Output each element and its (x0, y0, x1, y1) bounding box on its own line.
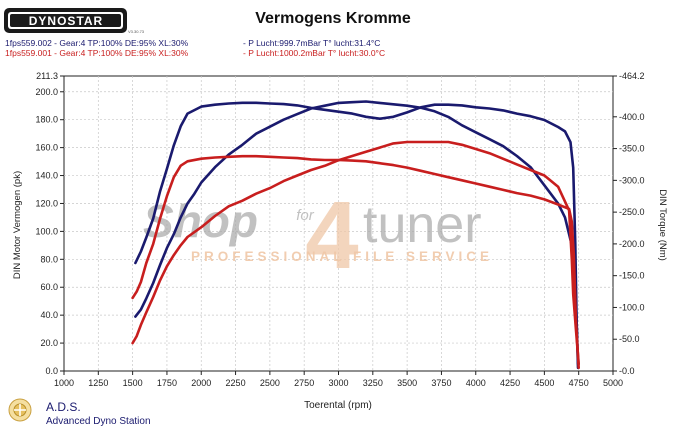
series-line-3-left (131, 140, 581, 366)
chart-title: Vermogens Kromme (255, 10, 411, 27)
series-line-4-right (131, 154, 581, 370)
x-tick-label: 4500 (534, 378, 554, 388)
y-left-tick-label: 60.0 (40, 282, 58, 292)
series-line-1-left (134, 100, 580, 366)
y-right-tick-label: -0.0 (619, 366, 635, 376)
y-left-tick-label: 211.3 (36, 71, 58, 81)
footer-company: A.D.S. (46, 400, 81, 414)
plot-area: 4 Shop for tuner PROFESSIONAL FILE SERVI… (63, 75, 614, 372)
ads-logo-icon (8, 398, 32, 422)
x-tick-label: 3750 (431, 378, 451, 388)
y-axis-left-ticks: 211.3 200.0 180.0 160.0 140.0 120.0 100.0 80.0 6… (35, 71, 64, 376)
y-left-tick-label: 180.0 (35, 115, 58, 125)
y-right-tick-label: -250.0 (619, 207, 645, 217)
x-tick-label: 1750 (157, 378, 177, 388)
shop4tuner-watermark: 4 Shop for tuner PROFESSIONAL FILE SERVI… (143, 182, 493, 289)
x-tick-label: 3250 (363, 378, 383, 388)
x-tick-label: 2500 (260, 378, 280, 388)
x-axis-ticks: 1000 1250 1500 1750 2000 2250 2500 2750 3000 3250… (54, 371, 623, 388)
y-right-tick-label: -464.2 (619, 71, 645, 81)
y-axis-left-label: DIN Motor Vermogen (pk) (12, 171, 23, 279)
y-right-tick-label: -150.0 (619, 271, 645, 281)
y-left-tick-label: 100.0 (35, 226, 58, 236)
run-2-label: 1fps559.001 - Gear:4 TP:100% DE:95% XL:3… (5, 48, 189, 58)
ads-footer: A.D.S. Advanced Dyno Station (8, 398, 151, 427)
x-tick-label: 3500 (397, 378, 417, 388)
y-axis-right-ticks: -464.2 -400.0 -350.0 -300.0 -250.0 -200.0 -150… (613, 71, 645, 376)
x-tick-label: 3000 (328, 378, 348, 388)
y-left-tick-label: 200.0 (35, 87, 58, 97)
x-tick-label: 1250 (88, 378, 108, 388)
watermark-tagline: PROFESSIONAL FILE SERVICE (191, 249, 493, 264)
logo-suffix: V3.30.73 (128, 29, 145, 34)
y-right-tick-label: -50.0 (619, 334, 640, 344)
y-left-tick-label: 20.0 (40, 338, 58, 348)
run-1-label: 1fps559.002 - Gear:4 TP:100% DE:95% XL:3… (5, 38, 189, 48)
watermark-tuner: tuner (363, 196, 482, 254)
y-right-tick-label: -100.0 (619, 302, 645, 312)
grid (64, 76, 613, 371)
y-right-tick-label: -200.0 (619, 239, 645, 249)
x-tick-label: 1000 (54, 378, 74, 388)
series-line-2-right (134, 101, 580, 370)
run-1-conditions: - P Lucht:999.7mBar T° lucht:31.4°C (243, 38, 380, 48)
watermark-four: 4 (305, 182, 358, 289)
x-tick-label: 5000 (603, 378, 623, 388)
x-tick-label: 4750 (569, 378, 589, 388)
x-axis-label: Toerental (rpm) (304, 400, 372, 411)
x-tick-label: 1500 (123, 378, 143, 388)
y-right-tick-label: -350.0 (619, 144, 645, 154)
dynostar-logo: DYNOSTAR V3.30.73 (4, 8, 145, 34)
y-right-tick-label: -300.0 (619, 175, 645, 185)
x-tick-label: 2750 (294, 378, 314, 388)
footer-product: Advanced Dyno Station (46, 416, 151, 427)
watermark-for: for (296, 207, 315, 224)
y-left-tick-label: 0.0 (45, 366, 58, 376)
run-2-conditions: - P Lucht:1000.2mBar T° lucht:30.0°C (243, 48, 385, 58)
y-left-tick-label: 120.0 (35, 198, 58, 208)
y-left-tick-label: 80.0 (40, 254, 58, 264)
y-axis-right-label: DIN Torque (Nm) (657, 189, 668, 261)
x-tick-label: 4000 (466, 378, 486, 388)
logo-text: DYNOSTAR (29, 14, 103, 28)
y-left-tick-label: 40.0 (40, 310, 58, 320)
watermark-shop: Shop (143, 195, 258, 247)
x-tick-label: 2000 (191, 378, 211, 388)
y-left-tick-label: 140.0 (35, 171, 58, 181)
y-left-tick-label: 160.0 (35, 143, 58, 153)
x-tick-label: 2250 (226, 378, 246, 388)
series-lines (131, 100, 581, 370)
y-right-tick-label: -400.0 (619, 112, 645, 122)
x-tick-label: 4250 (500, 378, 520, 388)
